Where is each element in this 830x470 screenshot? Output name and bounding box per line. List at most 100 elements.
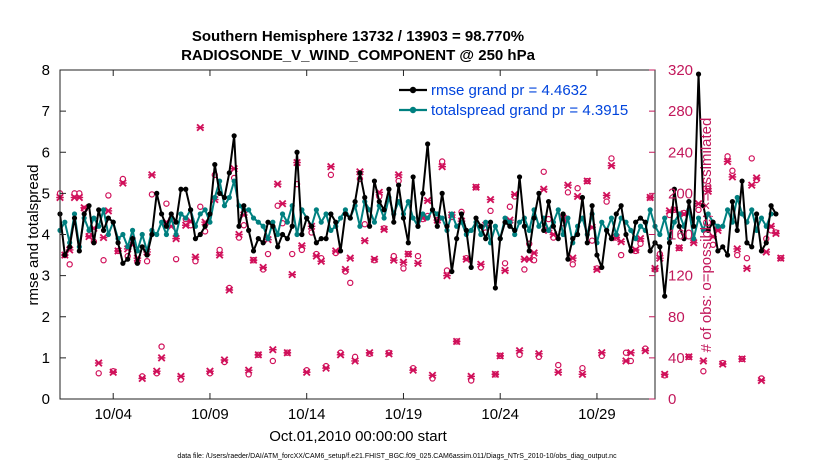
obs-possible-marker [119,175,127,183]
rmse-point [439,190,445,196]
rmse-point [425,141,431,147]
obs-possible-marker [724,153,731,160]
obs-possible-marker [748,155,755,162]
rmse-point [773,211,779,217]
obs-possible-marker [734,251,741,259]
obs-possible-marker [564,189,572,196]
rmse-point [449,268,455,275]
obs-assimilated-marker [646,193,654,202]
obs-possible-marker [743,254,751,262]
rmse-point [231,133,237,139]
y-tick-label-right: 160 [668,227,693,244]
rmse-point [183,186,189,192]
y-axis-label-left: rmse and totalspread [25,165,42,306]
obs-assimilated-marker [138,374,147,383]
legend-rmse-marker [409,86,417,94]
totalspread-point [173,231,179,238]
obs-assimilated-marker [738,355,746,363]
obs-assimilated-marker [119,179,127,187]
rmse-point [444,223,450,229]
obs-assimilated-marker [626,348,635,357]
totalspread-point [158,219,165,225]
obs-possible-marker [705,182,712,190]
rmse-point [246,227,252,233]
rmse-point [516,174,523,180]
totalspread-point [705,211,711,217]
obs-assimilated-marker [772,229,780,238]
obs-possible-marker [288,250,296,258]
rmse-point [487,219,494,225]
rmse-point [294,149,300,155]
rmse-point [120,260,126,266]
rmse-point [158,211,165,217]
y-tick-label-right: 0 [668,391,676,408]
totalspread-point [275,231,281,238]
obs-possible-marker [390,252,397,260]
totalspread-point [691,236,697,242]
rmse-point [318,236,324,242]
totalspread-point [715,223,721,229]
obs-assimilated-marker [757,376,766,385]
obs-possible-marker [438,158,446,165]
totalspread-point [468,227,474,233]
obs-assimilated-marker [535,349,543,358]
obs-assimilated-marker [597,348,606,357]
obs-assimilated-marker [694,199,703,208]
rmse-point [405,240,411,246]
totalspread-point [183,215,189,221]
obs-assimilated-marker [602,191,611,200]
totalspread-point [483,219,489,225]
obs-possible-marker [163,200,170,207]
totalspread-point [260,223,266,229]
totalspread-point [410,215,416,221]
obs-assimilated-marker [501,266,509,275]
rmse-point [715,248,721,254]
rmse-point [604,227,610,233]
rmse-point [502,219,508,225]
rmse-point [76,248,82,254]
legend-rmse-label: rmse grand pr = 4.4632 [431,82,587,99]
rmse-point [67,244,73,250]
obs-assimilated-marker [452,337,461,346]
obs-possible-marker [521,266,528,273]
totalspread-point [357,223,363,229]
rmse-point [434,223,440,229]
obs-possible-marker [66,261,73,268]
rmse-point [589,203,595,209]
rmse-point [333,219,339,225]
totalspread-point [526,227,532,233]
y-tick-label-left: 6 [42,144,50,161]
obs-assimilated-marker [743,264,751,273]
obs-assimilated-marker [423,196,432,205]
rmse-point [149,231,155,238]
rmse-point [570,236,576,242]
obs-assimilated-marker [399,258,408,267]
totalspread-point [197,211,203,217]
rmse-point [671,186,677,192]
obs-possible-marker [617,251,625,259]
totalspread-point [502,215,508,221]
rmse-point [207,211,213,217]
rmse-point [599,264,605,270]
obs-assimilated-marker [249,256,258,265]
obs-possible-marker [603,198,610,205]
totalspread-point [246,207,252,213]
obs-assimilated-marker [733,245,742,253]
y-tick-label-left: 3 [42,268,50,285]
rmse-point [734,227,740,233]
rmse-point [192,236,199,242]
rmse-point [642,219,648,225]
rmse-point [168,211,174,217]
rmse-point [139,244,145,250]
obs-assimilated-marker [428,371,437,380]
obs-possible-marker [516,351,523,358]
obs-assimilated-marker [530,249,538,257]
obs-assimilated-marker [728,173,737,181]
totalspread-point [758,215,765,221]
obs-assimilated-marker [351,357,359,365]
totalspread-point [405,199,411,205]
obs-possible-marker [172,255,180,263]
totalspread-point [420,211,426,217]
obs-possible-marker [158,343,165,350]
